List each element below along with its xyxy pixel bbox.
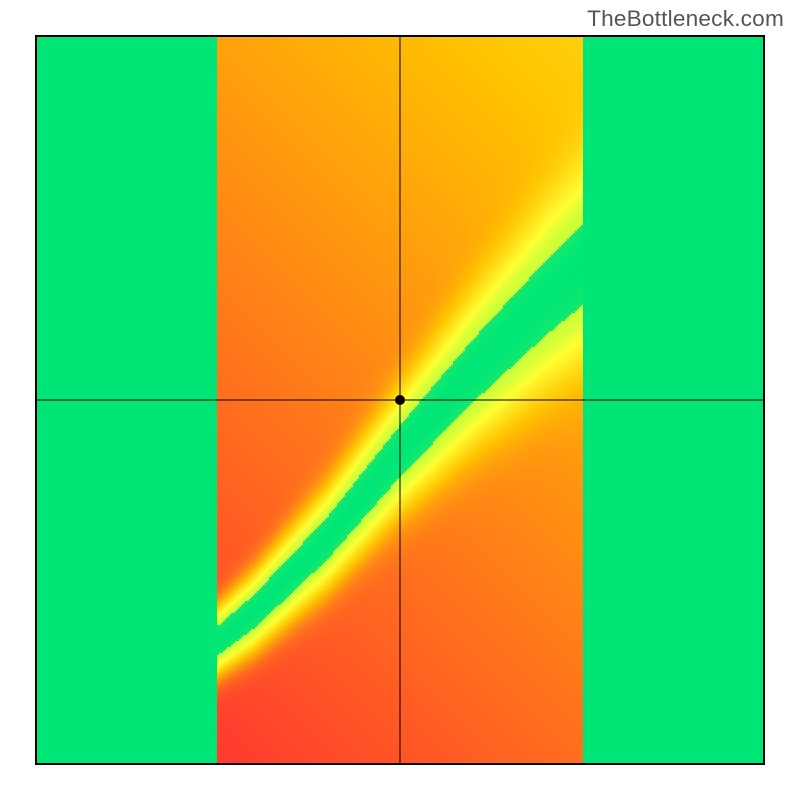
plot-frame xyxy=(35,35,765,765)
watermark-text: TheBottleneck.com xyxy=(587,6,784,32)
heatmap-canvas xyxy=(35,35,765,765)
chart-container: TheBottleneck.com xyxy=(0,0,800,800)
